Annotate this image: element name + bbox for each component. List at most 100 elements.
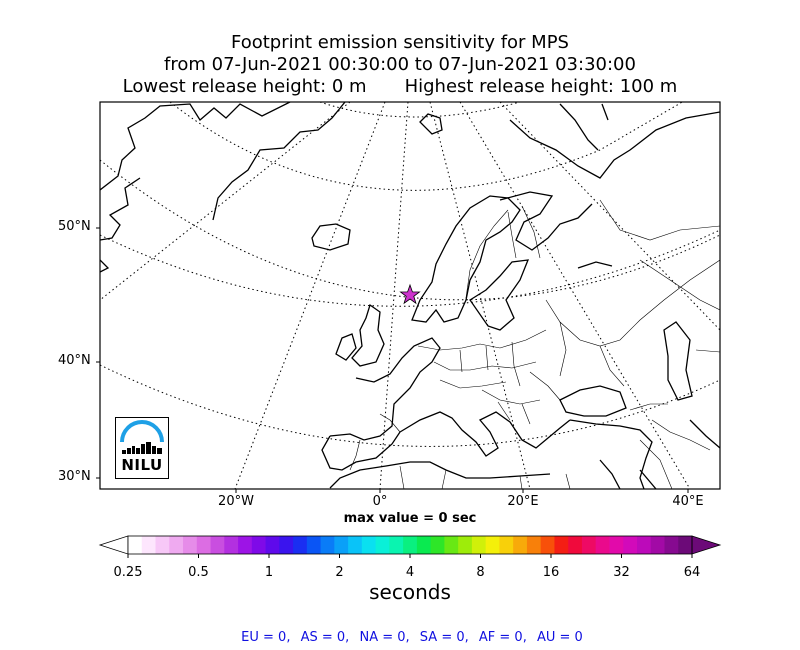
british-isles (335, 303, 385, 367)
parallel-30n (100, 364, 720, 447)
lowest-release-height: Lowest release height: 0 m (122, 76, 367, 97)
meridian-40w (100, 102, 351, 301)
colorbar-tick-label: 32 (613, 565, 630, 580)
region-totals: EU = 0, AS = 0, NA = 0, SA = 0, AF = 0, … (0, 630, 800, 645)
caspian (663, 321, 693, 401)
map-frame (99, 101, 721, 490)
region-sa: SA = 0, (419, 630, 469, 645)
mediterranean-north (399, 411, 571, 457)
colorbar-swatch (471, 536, 487, 554)
colorbar-min-extension (98, 535, 129, 555)
meridian-20w (234, 102, 386, 489)
colorbar-swatch (540, 536, 555, 554)
colorbar-swatch (485, 536, 500, 554)
persian-gulf (689, 419, 720, 449)
colorbar-swatch (444, 536, 459, 554)
parallel-70n (319, 102, 521, 118)
meridian-0 (379, 102, 409, 489)
colorbar-swatch (581, 536, 597, 554)
arctic-russia-coast (509, 111, 720, 179)
colorbar-swatch (636, 536, 652, 554)
colorbar-tick-label: 0.5 (188, 565, 209, 580)
colorbar-swatch (141, 536, 156, 554)
colorbar-swatch (265, 536, 280, 554)
kola-white-sea (499, 191, 613, 269)
colorbar-swatch (416, 536, 432, 554)
title-line-1: Footprint emission sensitivity for MPS (231, 32, 569, 53)
colorbar-swatch (554, 536, 569, 554)
colorbar-swatch (169, 536, 184, 554)
parallel-40n (100, 229, 720, 307)
colorbar-swatch (526, 536, 542, 554)
colorbar-swatch (609, 536, 624, 554)
nilu-logo-icon (120, 420, 164, 454)
lat-label-30n: 30°N (58, 469, 91, 484)
colorbar-swatch (210, 536, 225, 554)
region-af: AF = 0, (478, 630, 527, 645)
colorbar-swatch (251, 536, 266, 554)
svalbard (419, 113, 443, 135)
colorbar-label: seconds (369, 580, 451, 604)
lat-label-50n: 50°N (58, 219, 91, 234)
meridian-40e (459, 102, 691, 489)
border-sweden-finland (507, 211, 517, 259)
greenland-coast (100, 102, 346, 221)
borders-russia-east (599, 199, 720, 311)
colorbar-swatch (389, 536, 404, 554)
highest-release-height: Highest release height: 100 m (404, 76, 678, 97)
red-sea (599, 459, 657, 489)
title-line-3: Lowest release height: 0 m Highest releas… (0, 76, 800, 98)
iceland (311, 223, 351, 251)
colorbar-tick-label: 4 (405, 565, 415, 580)
turkey-levant (569, 419, 653, 489)
borders-central-europe (417, 329, 561, 401)
colorbar-swatch (650, 536, 665, 554)
nilu-logo-text: NILU (121, 456, 163, 474)
colorbar-swatch (306, 536, 321, 554)
colorbar-swatch (678, 536, 693, 554)
colorbar (98, 535, 722, 558)
colorbar-swatch (623, 536, 638, 554)
colorbar-tick-label: 2 (335, 565, 344, 580)
nilu-logo: NILU (115, 417, 169, 479)
colorbar-swatch (595, 536, 610, 554)
borders-eastern-europe (545, 259, 720, 387)
borders-iberia-france (349, 413, 401, 471)
colorbar-tick-label: 16 (542, 565, 560, 580)
border-finland-russia (521, 205, 541, 259)
lat-label-40n: 40°N (58, 353, 91, 368)
borders-balkans (481, 389, 541, 425)
region-eu: EU = 0, (241, 630, 291, 645)
colorbar-swatch (499, 536, 514, 554)
colorbar-tick-label: 64 (683, 565, 701, 580)
colorbar-max-extension (691, 535, 722, 555)
colorbar-swatch (403, 536, 418, 554)
graticule (100, 102, 720, 489)
title-line-2: from 07-Jun-2021 00:30:00 to 07-Jun-2021… (164, 54, 636, 75)
novaya-zemlya (559, 103, 609, 151)
lon-label-40e: 40°E (672, 494, 704, 509)
axis-ticks (96, 227, 689, 493)
colorbar-swatch (320, 536, 335, 554)
coastlines (100, 102, 720, 489)
lon-label-20w: 20°W (218, 494, 254, 509)
colorbar-swatch (375, 536, 390, 554)
star-icon (399, 283, 421, 305)
black-sea (559, 385, 627, 417)
europe-west-coast (329, 337, 441, 441)
colorbar-swatch (513, 536, 528, 554)
region-as: AS = 0, (300, 630, 350, 645)
colorbar-swatch (155, 536, 170, 554)
colorbar-swatch (183, 536, 198, 554)
baltic-coast (469, 259, 530, 331)
lon-label-0: 0° (372, 494, 388, 509)
colorbar-swatch (279, 536, 294, 554)
borders-north-africa (399, 465, 571, 489)
colorbar-swatch (293, 536, 308, 554)
colorbar-tick-label: 1 (264, 565, 274, 580)
region-au: AU = 0 (536, 630, 583, 645)
colorbar-swatch (128, 536, 143, 554)
colorbar-swatch (334, 536, 349, 554)
iberia-coast (321, 431, 401, 471)
